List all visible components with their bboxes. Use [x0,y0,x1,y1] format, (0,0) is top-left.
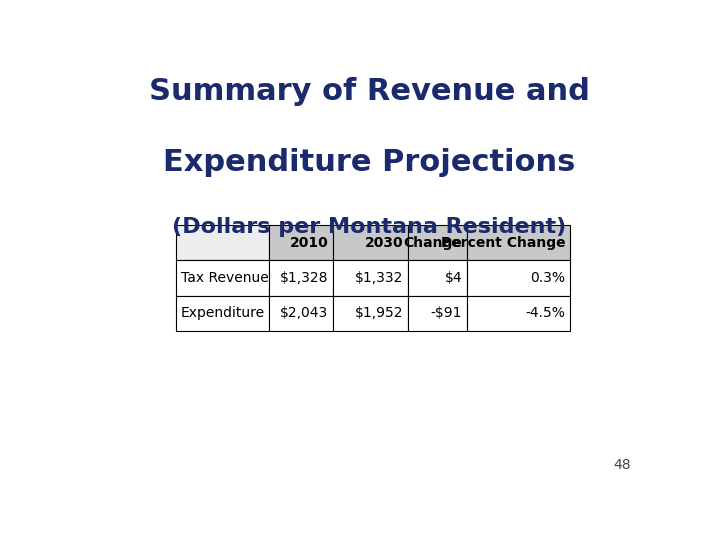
Text: 2030: 2030 [365,235,404,249]
Bar [269,225,333,260]
Bar [467,225,570,260]
Text: -4.5%: -4.5% [526,306,565,320]
Bar [467,295,570,331]
Text: Expenditure: Expenditure [181,306,265,320]
Bar [269,295,333,331]
Bar [408,260,467,295]
Bar [408,225,467,260]
Text: Percent Change: Percent Change [441,235,565,249]
Text: $1,952: $1,952 [355,306,404,320]
Bar [333,260,408,295]
Text: Change: Change [403,235,462,249]
Bar [333,295,408,331]
Text: $1,328: $1,328 [280,271,328,285]
Text: $1,332: $1,332 [355,271,404,285]
Text: Expenditure Projections: Expenditure Projections [163,148,575,177]
Bar [408,295,467,331]
Text: $2,043: $2,043 [280,306,328,320]
Text: Summary of Revenue and: Summary of Revenue and [148,77,590,106]
Text: 2010: 2010 [289,235,328,249]
Text: 0.3%: 0.3% [531,271,565,285]
Bar [176,295,269,331]
Text: (Dollars per Montana Resident): (Dollars per Montana Resident) [172,217,566,237]
Text: Tax Revenue: Tax Revenue [181,271,269,285]
Bar [176,225,269,260]
Bar [176,260,269,295]
Bar [467,260,570,295]
Text: 48: 48 [613,458,631,472]
Bar [333,225,408,260]
Text: -$91: -$91 [431,306,462,320]
Text: $4: $4 [444,271,462,285]
Bar [269,260,333,295]
